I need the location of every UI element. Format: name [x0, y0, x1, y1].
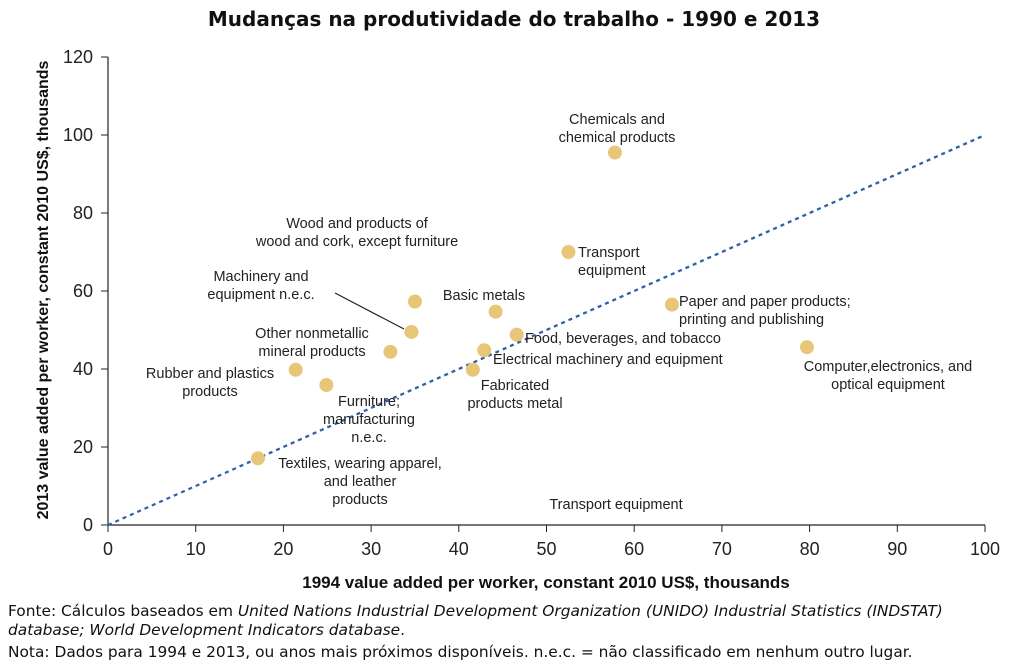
point-label: Basic metals	[443, 288, 525, 304]
source-prefix: Fonte: Cálculos baseados em	[8, 602, 238, 620]
point-label: mineral products	[258, 344, 365, 360]
y-tick-label: 0	[83, 515, 93, 535]
point-label: Chemicals and	[569, 112, 665, 128]
x-tick-label: 0	[103, 539, 113, 559]
y-tick-label: 20	[73, 437, 93, 457]
annotation-label: Transport equipment	[549, 497, 682, 513]
chart-title: Mudanças na produtividade do trabalho - …	[208, 7, 820, 31]
x-tick-label: 90	[887, 539, 907, 559]
point-label: and leather	[324, 474, 397, 490]
reference-line-group	[107, 133, 986, 527]
point-label: Wood and products of	[286, 216, 429, 232]
point-label: Machinery and	[213, 269, 308, 285]
y-tick-label: 60	[73, 281, 93, 301]
leader-line	[334, 292, 405, 330]
point-label: printing and publishing	[679, 312, 824, 328]
source-suffix: .	[400, 621, 406, 639]
point-label: Rubber and plastics	[146, 366, 274, 382]
y-axis-label: 2013 value added per worker, constant 20…	[35, 60, 52, 519]
data-point	[288, 362, 303, 377]
point-label: chemical products	[559, 130, 676, 146]
point-label: Electrical machinery and equipment	[493, 352, 723, 368]
data-point	[407, 294, 422, 309]
point-labels: Chemicals and chemical products Transport e…	[146, 112, 972, 513]
x-tick-label: 20	[273, 539, 293, 559]
point-label: equipment	[578, 263, 646, 279]
point-label: Textiles, wearing apparel,	[278, 456, 442, 472]
point-label: optical equipment	[831, 377, 945, 393]
data-point	[488, 304, 503, 319]
data-points	[250, 145, 814, 466]
data-point	[404, 324, 419, 339]
x-tick-label: 10	[186, 539, 206, 559]
x-tick-label: 30	[361, 539, 381, 559]
x-tick-label: 70	[712, 539, 732, 559]
y-tick-label: 40	[73, 359, 93, 379]
data-point	[607, 145, 622, 160]
axes: 0 10 20 30 40 50 60 70 80 90 100 0 20 40 60 80 100 120	[63, 47, 1000, 559]
point-label: products	[182, 384, 238, 400]
point-label: Furniture;	[338, 394, 400, 410]
point-label: manufacturing	[323, 412, 415, 428]
point-label: Food, beverages, and tobacco	[525, 331, 721, 347]
x-tick-label: 100	[970, 539, 1000, 559]
data-point	[561, 245, 576, 259]
data-note: Nota: Dados para 1994 e 2013, ou anos ma…	[8, 643, 913, 661]
x-axis-label: 1994 value added per worker, constant 20…	[302, 573, 790, 592]
x-tick-label: 80	[800, 539, 820, 559]
data-point	[477, 343, 492, 358]
x-tick-label: 50	[536, 539, 556, 559]
x-tick-label: 60	[624, 539, 644, 559]
data-point	[319, 377, 334, 392]
point-label: Computer,electronics, and	[804, 359, 972, 375]
point-label: n.e.c.	[351, 430, 386, 446]
source-note: Fonte: Cálculos baseados em United Natio…	[8, 602, 1013, 640]
point-label: wood and cork, except furniture	[255, 234, 458, 250]
reference-line	[107, 133, 986, 527]
y-tick-label: 120	[63, 47, 93, 67]
scatter-chart: Mudanças na produtividade do trabalho - …	[35, 7, 1000, 592]
data-point	[383, 344, 398, 359]
y-tick-label: 80	[73, 203, 93, 223]
point-label: Other nonmetallic	[255, 326, 369, 342]
data-point	[799, 340, 814, 355]
data-point	[509, 327, 524, 342]
point-label: Paper and paper products;	[679, 294, 851, 310]
data-point	[664, 297, 679, 312]
point-label: Fabricated	[481, 378, 550, 394]
y-tick-label: 100	[63, 125, 93, 145]
point-label: equipment n.e.c.	[207, 287, 314, 303]
point-label: Transport	[578, 245, 640, 261]
point-label: products metal	[467, 396, 562, 412]
x-tick-label: 40	[449, 539, 469, 559]
data-point	[465, 362, 480, 377]
data-point	[250, 451, 265, 466]
source-italic: United Nations Industrial Development Or…	[8, 602, 943, 639]
point-label: products	[332, 492, 388, 508]
